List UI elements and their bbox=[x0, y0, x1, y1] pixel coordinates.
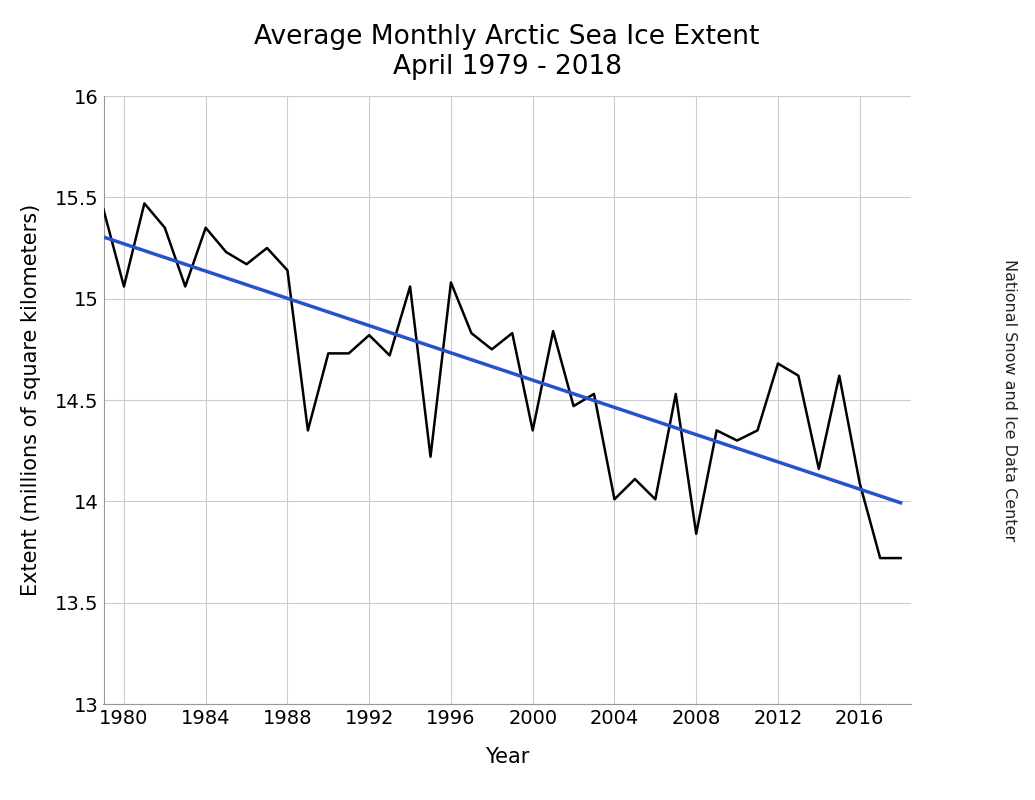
Title: Average Monthly Arctic Sea Ice Extent
April 1979 - 2018: Average Monthly Arctic Sea Ice Extent Ap… bbox=[255, 24, 760, 80]
X-axis label: Year: Year bbox=[485, 747, 529, 767]
Text: National Snow and Ice Data Center: National Snow and Ice Data Center bbox=[1002, 259, 1016, 541]
Y-axis label: Extent (millions of square kilometers): Extent (millions of square kilometers) bbox=[21, 204, 41, 596]
